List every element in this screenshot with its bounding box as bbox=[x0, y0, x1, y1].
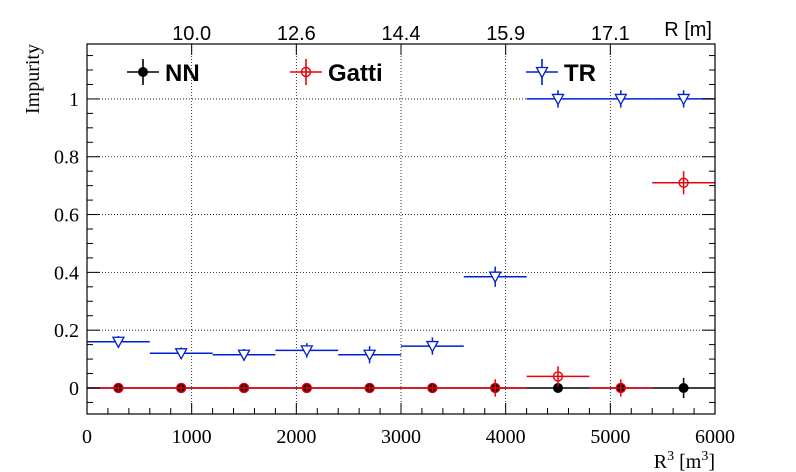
data-point bbox=[589, 90, 653, 108]
marker-point bbox=[427, 382, 438, 394]
data-point bbox=[212, 382, 276, 394]
legend: NN Gatti TR bbox=[127, 59, 596, 87]
y-tick-label: 0.2 bbox=[54, 320, 79, 342]
marker-point bbox=[363, 349, 377, 362]
top-tick-label: 14.4 bbox=[382, 23, 421, 45]
marker-point bbox=[175, 382, 187, 394]
marker-point bbox=[488, 271, 502, 284]
marker-point bbox=[300, 66, 312, 78]
marker-point bbox=[237, 349, 251, 362]
top-tick-label: 17.1 bbox=[591, 23, 630, 45]
legend-entry-tr: TR bbox=[526, 59, 596, 87]
y-tick-label: 0 bbox=[69, 378, 79, 400]
marker-point bbox=[614, 93, 628, 106]
x-tick-label: 3000 bbox=[381, 426, 421, 448]
marker-point bbox=[238, 382, 250, 394]
data-point bbox=[652, 171, 715, 195]
data-point bbox=[526, 366, 590, 387]
axis-labels: 0 1000 2000 3000 4000 5000 6000 0 0.2 0.4 0.6 0.8 1 1… bbox=[54, 23, 735, 448]
data-point bbox=[212, 348, 276, 362]
data-point bbox=[149, 382, 213, 394]
data-point bbox=[526, 382, 590, 393]
top-tick-label: 15.9 bbox=[486, 23, 525, 45]
data-series bbox=[87, 90, 715, 399]
data-point bbox=[87, 335, 150, 349]
data-point bbox=[149, 347, 213, 361]
data-point bbox=[275, 343, 339, 358]
marker-point bbox=[111, 336, 125, 349]
marker-point bbox=[300, 345, 314, 358]
data-point bbox=[526, 90, 590, 108]
marker-point bbox=[113, 382, 124, 394]
x-tick-label: 2000 bbox=[276, 426, 316, 448]
data-point bbox=[338, 346, 401, 364]
marker-point bbox=[677, 93, 691, 106]
top-tick-label: 12.6 bbox=[277, 23, 316, 45]
data-point bbox=[589, 379, 653, 397]
y-tick-label: 1 bbox=[69, 89, 79, 111]
marker-point bbox=[490, 382, 501, 394]
data-point bbox=[401, 382, 464, 394]
data-point bbox=[338, 382, 401, 394]
marker-point bbox=[174, 348, 188, 361]
marker-point bbox=[364, 382, 375, 394]
marker-point bbox=[552, 371, 564, 382]
x-tick-label: 5000 bbox=[590, 426, 630, 448]
x-tick-label: 1000 bbox=[172, 426, 212, 448]
y-tick-label: 0.6 bbox=[54, 205, 79, 227]
x-tick-label: 0 bbox=[82, 426, 92, 448]
y-axis-title: Impurity bbox=[22, 44, 44, 114]
marker-point bbox=[678, 177, 689, 188]
top-tick-label: 10.0 bbox=[172, 23, 211, 45]
series-tr bbox=[87, 90, 715, 364]
top-axis-title: R [m] bbox=[664, 19, 712, 41]
x-axis-title: R3 [m3] bbox=[654, 449, 715, 472]
x-tick-label: 6000 bbox=[695, 426, 735, 448]
data-point bbox=[401, 337, 464, 355]
legend-entry-gatti: Gatti bbox=[290, 59, 383, 87]
data-point bbox=[463, 379, 527, 397]
legend-entry-nn: NN bbox=[127, 59, 200, 87]
axis-ticks bbox=[86, 44, 716, 414]
x-tick-label: 4000 bbox=[486, 426, 526, 448]
marker-point bbox=[551, 93, 565, 106]
marker-point bbox=[535, 66, 549, 79]
series-gatti bbox=[87, 171, 715, 397]
y-tick-label: 0.4 bbox=[54, 262, 79, 284]
marker-point bbox=[138, 67, 148, 77]
legend-label: NN bbox=[165, 60, 200, 87]
marker-point bbox=[615, 382, 626, 394]
data-point bbox=[275, 382, 339, 394]
marker-point bbox=[301, 382, 312, 394]
y-tick-label: 0.8 bbox=[54, 147, 79, 169]
legend-label: TR bbox=[564, 60, 596, 87]
data-point bbox=[463, 266, 527, 287]
legend-label: Gatti bbox=[328, 60, 383, 87]
marker-point bbox=[425, 340, 439, 353]
marker-point bbox=[678, 382, 689, 393]
